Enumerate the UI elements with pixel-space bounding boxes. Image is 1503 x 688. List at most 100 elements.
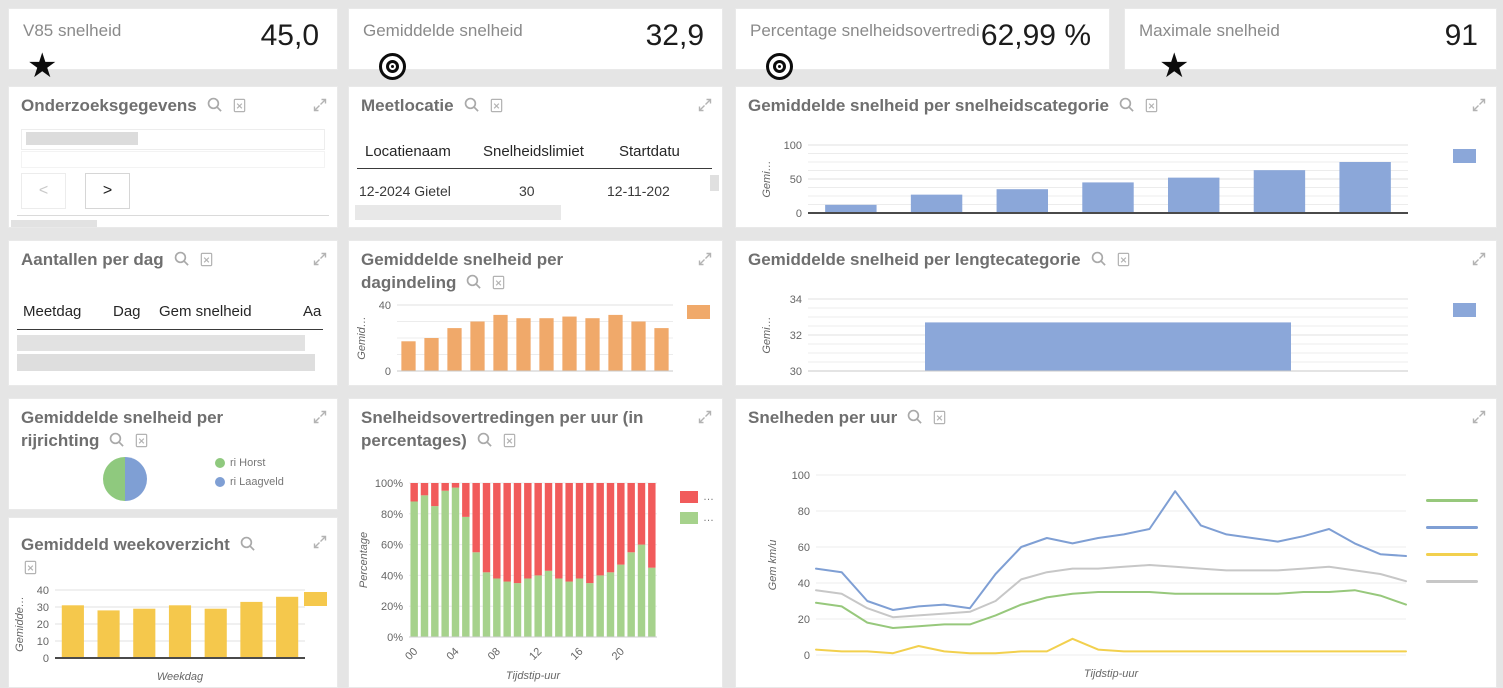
search-icon[interactable] (1090, 250, 1107, 274)
legend-swatch[interactable] (215, 458, 225, 468)
search-icon[interactable] (465, 273, 482, 297)
legend[interactable] (1426, 499, 1478, 583)
tile-title: Gemiddelde snelheid per rijrichting (21, 408, 224, 450)
legend-item (1426, 526, 1478, 529)
tile-snelheden-per-uur: Snelheden per uur 0 20 40 60 80 100 Tijdstip-u… (735, 398, 1497, 688)
kpi-value: 32,9 (645, 19, 704, 52)
legend-swatch[interactable] (1426, 580, 1478, 583)
tile-onderzoeksgegevens: Onderzoeksgegevens < > (8, 86, 338, 228)
bar-chart-weekoverzicht[interactable]: 0 10 20 30 40 Gemidde… Weekdag (13, 584, 309, 684)
focus-mode-icon[interactable] (1469, 249, 1489, 272)
export-excel-icon[interactable] (23, 560, 38, 580)
focus-mode-icon[interactable] (1469, 407, 1489, 430)
legend[interactable] (687, 305, 710, 319)
search-icon[interactable] (476, 431, 493, 455)
legend-item (1453, 149, 1476, 163)
legend-swatch[interactable] (1426, 526, 1478, 529)
column-header-gem-snelheid[interactable]: Gem snelheid (159, 303, 252, 320)
column-header-aantal[interactable]: Aa (303, 303, 322, 320)
export-excel-icon[interactable] (491, 275, 506, 297)
svg-text:Gemidde…: Gemidde… (14, 596, 26, 652)
export-excel-icon[interactable] (1116, 252, 1131, 274)
focus-mode-icon[interactable] (695, 407, 715, 430)
legend-swatch[interactable] (1426, 553, 1478, 556)
focus-mode-icon[interactable] (695, 249, 715, 272)
bar-chart-lengtecategorie[interactable]: 30 32 34 Gemi… (760, 293, 1412, 381)
focus-mode-icon[interactable] (310, 407, 330, 430)
slicer-field[interactable] (21, 129, 325, 150)
column-header-locatienaam[interactable]: Locatienaam (365, 143, 451, 160)
svg-text:Gemi…: Gemi… (761, 316, 773, 353)
slicer-value-placeholder (26, 132, 138, 145)
search-icon[interactable] (108, 431, 125, 455)
prev-page-button[interactable]: < (21, 173, 66, 209)
legend-swatch[interactable] (687, 305, 710, 319)
search-icon[interactable] (906, 408, 923, 432)
search-icon[interactable] (239, 535, 256, 559)
legend[interactable]: … … (680, 491, 714, 524)
legend[interactable] (304, 592, 327, 606)
export-excel-icon[interactable] (489, 98, 504, 120)
column-header-meetdag[interactable]: Meetdag (23, 303, 82, 320)
bullseye-icon (379, 53, 406, 80)
legend-swatch[interactable] (680, 512, 698, 524)
export-excel-icon[interactable] (199, 252, 214, 274)
column-header-snelheidslimiet[interactable]: Snelheidslimiet (483, 143, 584, 160)
line-chart-snelheden[interactable]: 0 20 40 60 80 100 Tijdstip-uur Gem km/u (764, 467, 1414, 681)
star-icon: ★ (27, 47, 58, 85)
next-page-button[interactable]: > (85, 173, 130, 209)
legend[interactable]: ri Horst ri Laagveld (215, 457, 284, 488)
legend-swatch[interactable] (304, 592, 327, 606)
export-excel-icon[interactable] (1144, 98, 1159, 120)
legend-item (1426, 553, 1478, 556)
export-excel-icon[interactable] (932, 410, 947, 432)
svg-text:0%: 0% (387, 632, 403, 644)
export-excel-icon[interactable] (134, 433, 149, 455)
cell-startdatum: 12-11-202 (607, 183, 670, 199)
search-icon[interactable] (1118, 96, 1135, 120)
focus-mode-icon[interactable] (1469, 95, 1489, 118)
focus-mode-icon[interactable] (695, 95, 715, 118)
focus-mode-icon[interactable] (310, 249, 330, 272)
legend-swatch[interactable] (680, 491, 698, 503)
svg-text:60%: 60% (381, 540, 403, 552)
legend[interactable] (1453, 149, 1476, 163)
column-header-startdatum[interactable]: Startdatu (619, 143, 680, 160)
kpi-title: Gemiddelde snelheid (363, 21, 523, 40)
export-excel-icon[interactable] (232, 98, 247, 120)
column-header-dag[interactable]: Dag (113, 303, 141, 320)
pie-chart-rijrichting[interactable] (103, 457, 147, 501)
focus-mode-icon[interactable] (310, 532, 330, 555)
bar-chart-snelheidscategorie[interactable]: 0 50 100 Gemi… (760, 139, 1412, 223)
search-icon[interactable] (463, 96, 480, 120)
legend-swatch[interactable] (1453, 149, 1476, 163)
kpi-card-maximale-snelheid: Maximale snelheid 91 ★ (1124, 8, 1497, 83)
legend-item (687, 305, 710, 319)
tile-title: Gemiddelde snelheid per lengtecategorie (748, 250, 1081, 269)
focus-mode-icon[interactable] (310, 95, 330, 118)
legend-swatch[interactable] (1426, 499, 1478, 502)
svg-text:00: 00 (403, 646, 420, 663)
legend-item: … (680, 512, 714, 524)
horizontal-scrollbar[interactable] (355, 205, 561, 220)
search-icon[interactable] (173, 250, 190, 274)
svg-text:40%: 40% (381, 570, 403, 582)
legend-swatch[interactable] (1453, 303, 1476, 317)
tile-rijrichting: Gemiddelde snelheid per rijrichting ri H… (8, 398, 338, 510)
legend-swatch[interactable] (215, 477, 225, 487)
svg-text:Gem km/u: Gem km/u (767, 540, 779, 591)
legend[interactable] (1453, 303, 1476, 317)
kpi-card-gemiddelde-snelheid: Gemiddelde snelheid 32,9 (348, 8, 723, 80)
kpi-value: 45,0 (260, 19, 319, 52)
slicer-field-secondary[interactable] (21, 151, 325, 168)
vertical-scrollbar[interactable] (710, 175, 719, 191)
bar-chart-dagindeling[interactable]: 0 40 Gemid… (355, 299, 677, 381)
stacked-bar-chart-overtredingen[interactable]: 0% 20% 40% 60% 80% 100% 00 04 08 12 16 20 Tijdstip-u… (355, 477, 661, 683)
export-excel-icon[interactable] (502, 433, 517, 455)
search-icon[interactable] (206, 96, 223, 120)
horizontal-scrollbar[interactable] (11, 220, 97, 227)
tile-title: Aantallen per dag (21, 250, 164, 269)
legend-label: … (703, 491, 714, 503)
legend-item: ri Laagveld (215, 476, 284, 488)
tile-title: Onderzoeksgegevens (21, 96, 197, 115)
